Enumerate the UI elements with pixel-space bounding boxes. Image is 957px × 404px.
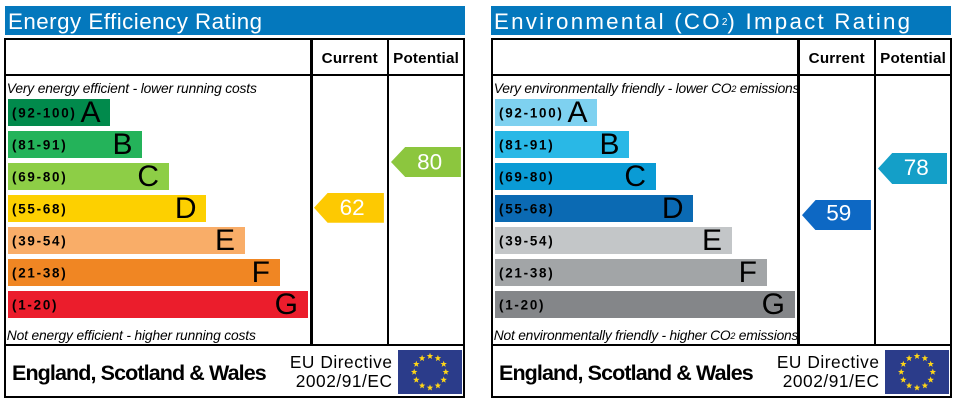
svg-text:59: 59	[826, 200, 851, 225]
svg-text:78: 78	[904, 156, 929, 181]
svg-text:80: 80	[417, 150, 442, 175]
svg-text:62: 62	[339, 195, 364, 220]
